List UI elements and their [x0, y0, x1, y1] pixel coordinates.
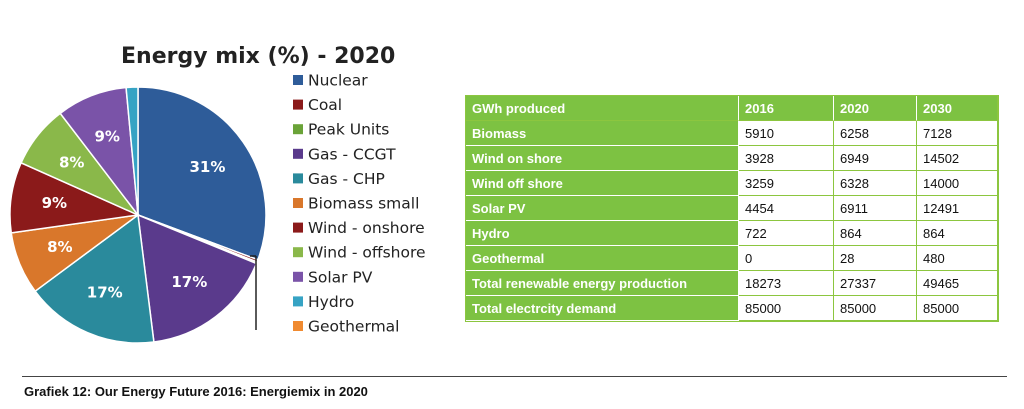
- pie-slice-gas-ccgt: [137, 213, 258, 343]
- table-cell: 85000: [739, 296, 834, 321]
- legend-swatch: [293, 222, 303, 233]
- legend-swatch: [293, 148, 303, 159]
- table-cell: 14502: [917, 146, 998, 171]
- table-row: Wind off shore 3259 6328 14000: [466, 171, 998, 196]
- header-cell: 2016: [739, 96, 834, 121]
- pie-slice-nuclear: [137, 86, 267, 261]
- slice-label: 17%: [171, 273, 207, 291]
- table-cell: 85000: [834, 296, 917, 321]
- table-cell: 864: [834, 221, 917, 246]
- table-row: Total electrcity demand 85000 85000 8500…: [466, 296, 998, 321]
- legend-swatch: [293, 271, 303, 282]
- pie-chart: Energy mix (%) - 2020 31%17%17%8%9%8%9% …: [9, 44, 426, 344]
- table-cell: 18273: [739, 271, 834, 296]
- header-cell: GWh produced: [466, 96, 739, 121]
- slice-label: 8%: [47, 238, 72, 256]
- legend-label: Geothermal: [308, 318, 399, 336]
- row-label: Geothermal: [466, 246, 739, 271]
- header-cell: 2020: [834, 96, 917, 121]
- slice-label: 17%: [87, 284, 123, 302]
- table-cell: 28: [834, 246, 917, 271]
- table-row: Geothermal 0 28 480: [466, 246, 998, 271]
- legend-label: Wind - onshore: [308, 219, 425, 237]
- legend-label: Hydro: [308, 293, 354, 311]
- table-cell: 6949: [834, 146, 917, 171]
- table-row: Hydro 722 864 864: [466, 221, 998, 246]
- table-cell: 85000: [917, 296, 998, 321]
- table-cell: 12491: [917, 196, 998, 221]
- table-row: Total renewable energy production 18273 …: [466, 271, 998, 296]
- table-cell: 6911: [834, 196, 917, 221]
- legend-label: Biomass small: [308, 195, 419, 213]
- row-label: Biomass: [466, 121, 739, 146]
- slice-label: 9%: [42, 194, 67, 212]
- table-cell: 0: [739, 246, 834, 271]
- legend-label: Gas - CHP: [308, 170, 385, 188]
- table-cell: 480: [917, 246, 998, 271]
- table-cell: 14000: [917, 171, 998, 196]
- slice-label: 9%: [94, 127, 119, 145]
- slice-label: 31%: [189, 158, 225, 176]
- legend-swatch: [293, 124, 303, 135]
- table-cell: 722: [739, 221, 834, 246]
- table-cell: 6258: [834, 121, 917, 146]
- legend-label: Peak Units: [308, 121, 389, 139]
- row-label: Wind on shore: [466, 146, 739, 171]
- pie-labels: 31% 17% 17% 8% 9% 8% 9%: [42, 127, 226, 301]
- legend-swatch: [293, 173, 303, 184]
- row-label: Total renewable energy production: [466, 271, 739, 296]
- legend-label: Nuclear: [308, 72, 368, 90]
- table-header-row: GWh produced 2016 2020 2030: [466, 96, 998, 121]
- table-cell: 6328: [834, 171, 917, 196]
- table-cell: 49465: [917, 271, 998, 296]
- pie-slices: [9, 86, 267, 344]
- table-cell: 3928: [739, 146, 834, 171]
- legend-label: Solar PV: [308, 268, 373, 286]
- legend-label: Wind - offshore: [308, 244, 426, 262]
- row-label: Hydro: [466, 221, 739, 246]
- table-cell: 864: [917, 221, 998, 246]
- legend-swatch: [293, 198, 303, 208]
- legend-label: Coal: [308, 96, 342, 114]
- table-row: Solar PV 4454 6911 12491: [466, 196, 998, 221]
- legend-swatch: [293, 321, 303, 331]
- legend-swatch: [293, 75, 303, 85]
- legend: Nuclear Coal Peak Units Gas - CCGT Gas - CHP…: [293, 72, 426, 336]
- energy-table: GWh produced 2016 2020 2030 Biomass 5910…: [465, 95, 999, 322]
- header-cell: 2030: [917, 96, 998, 121]
- table-row: Biomass 5910 6258 7128: [466, 121, 998, 146]
- row-label: Total electrcity demand: [466, 296, 739, 321]
- legend-label: Gas - CCGT: [308, 145, 396, 163]
- legend-swatch: [293, 99, 303, 110]
- slice-label: 8%: [59, 154, 84, 172]
- table-row: Wind on shore 3928 6949 14502: [466, 146, 998, 171]
- table-cell: 27337: [834, 271, 917, 296]
- pie-slice-hydro: [125, 86, 139, 216]
- pie-slice-gas-chp: [34, 213, 155, 344]
- row-label: Solar PV: [466, 196, 739, 221]
- divider: [22, 376, 1007, 377]
- legend-swatch: [293, 296, 303, 307]
- figure-caption: Grafiek 12: Our Energy Future 2016: Ener…: [24, 384, 368, 399]
- table-cell: 3259: [739, 171, 834, 196]
- chart-title: Energy mix (%) - 2020: [121, 44, 395, 69]
- table-cell: 4454: [739, 196, 834, 221]
- legend-swatch: [293, 247, 303, 258]
- table-cell: 5910: [739, 121, 834, 146]
- row-label: Wind off shore: [466, 171, 739, 196]
- table-cell: 7128: [917, 121, 998, 146]
